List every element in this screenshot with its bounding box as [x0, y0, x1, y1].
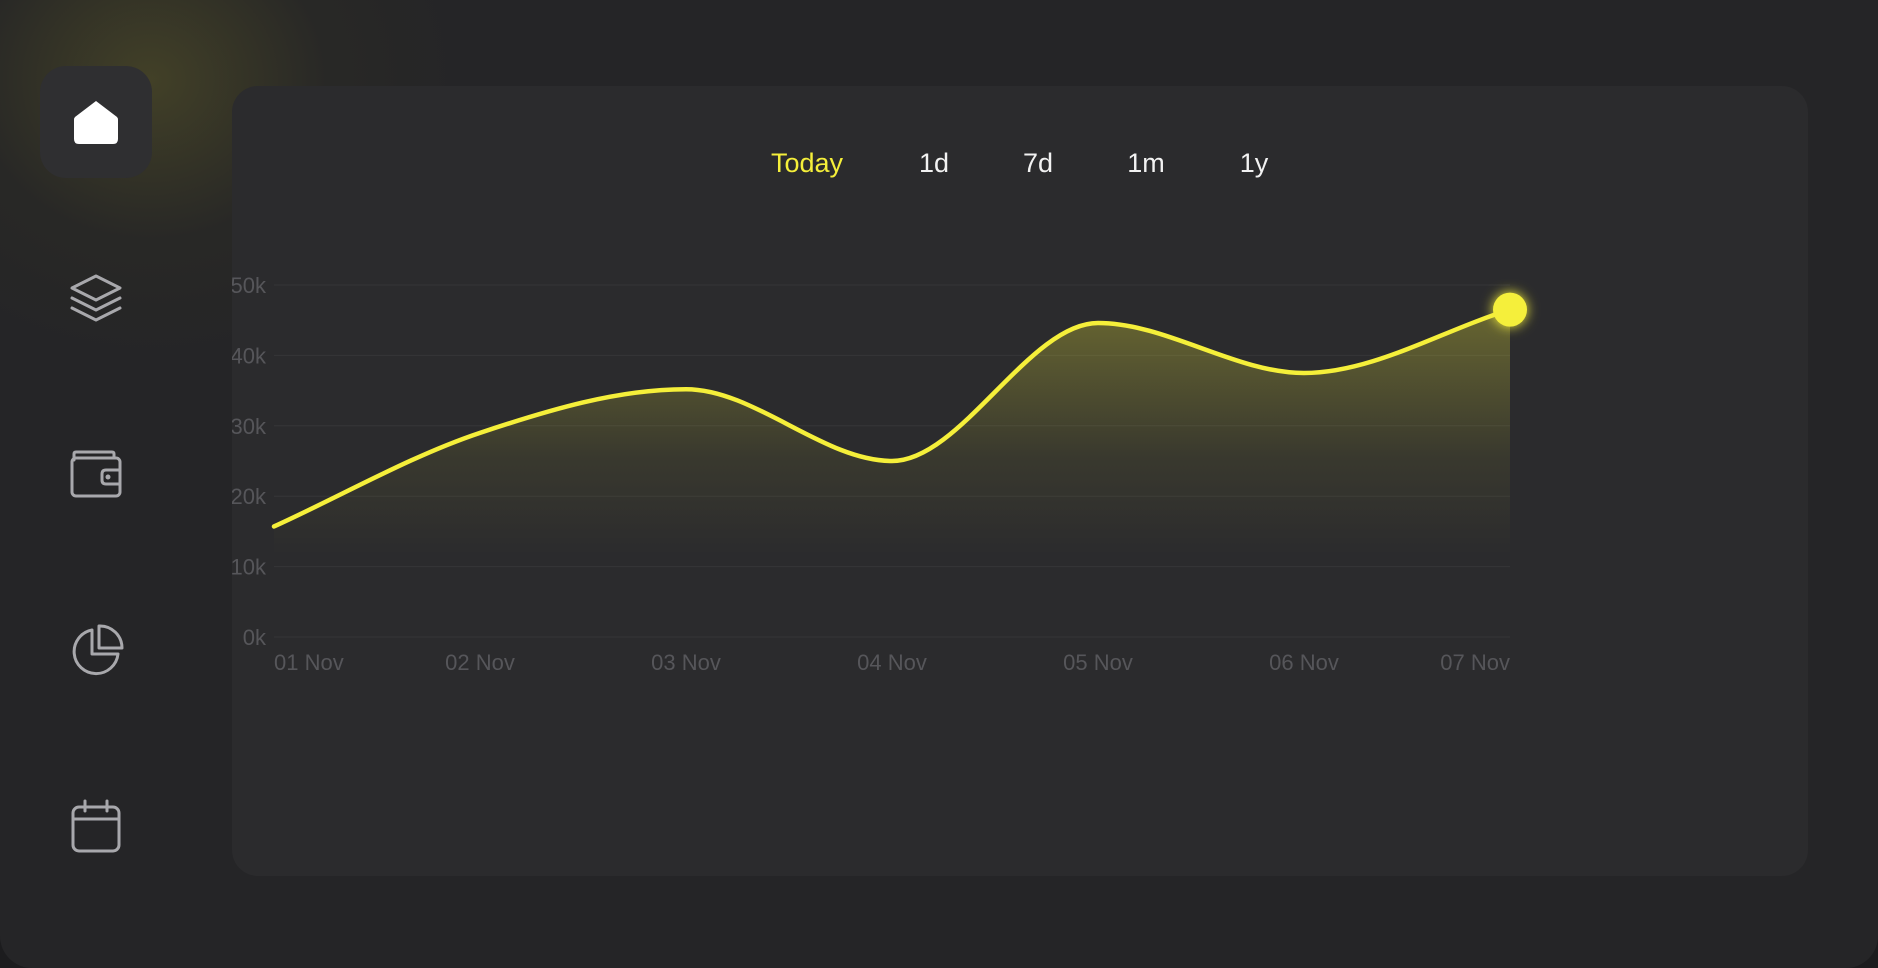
series-line — [271, 307, 1513, 529]
nav-item-home[interactable] — [40, 66, 152, 178]
line-chart: 0k 10k 20k 30k 40k 50k 01 Nov 02 Nov 03 Nov 04 N… — [232, 273, 1527, 675]
y-tick-label: 30k — [232, 414, 267, 439]
x-axis: 01 Nov 02 Nov 03 Nov 04 Nov 05 Nov 06 Nov 07 N… — [274, 650, 1510, 675]
calendar-icon — [71, 799, 121, 853]
tab-1m[interactable]: 1m — [1127, 148, 1165, 178]
layers-icon — [70, 274, 122, 322]
nav-item-analytics[interactable] — [40, 594, 152, 706]
x-tick-label: 04 Nov — [857, 650, 927, 675]
nav-item-wallet[interactable] — [40, 418, 152, 530]
current-value-marker[interactable] — [1493, 292, 1527, 327]
y-tick-label: 10k — [232, 555, 267, 580]
wallet-icon — [70, 450, 122, 498]
nav-item-layers[interactable] — [40, 242, 152, 354]
y-axis: 0k 10k 20k 30k 40k 50k — [232, 273, 267, 650]
y-tick-label: 40k — [232, 343, 267, 368]
series-area — [274, 309, 1510, 637]
tab-1d[interactable]: 1d — [918, 148, 950, 178]
chart-panel: Today 1d 7d 1m 1y 0k 10k 20k 30k 40k 50k 01 N… — [232, 86, 1808, 876]
tab-today[interactable]: Today — [770, 148, 844, 178]
x-tick-label: 05 Nov — [1063, 650, 1133, 675]
data-points — [1493, 292, 1527, 327]
sidebar — [40, 66, 152, 886]
x-tick-label: 02 Nov — [445, 650, 515, 675]
y-tick-label: 20k — [232, 484, 267, 509]
pie-chart-icon — [72, 624, 124, 676]
tab-7d[interactable]: 7d — [1022, 148, 1054, 178]
tab-1y[interactable]: 1y — [1239, 148, 1269, 178]
x-tick-label: 06 Nov — [1269, 650, 1339, 675]
x-tick-label: 03 Nov — [651, 650, 721, 675]
x-tick-label: 01 Nov — [274, 650, 344, 675]
nav-item-calendar[interactable] — [40, 770, 152, 882]
x-tick-label: 07 Nov — [1440, 650, 1510, 675]
home-icon — [74, 101, 118, 144]
y-tick-label: 50k — [232, 273, 267, 298]
y-tick-label: 0k — [243, 625, 267, 650]
time-range-tabs: Today 1d 7d 1m 1y — [232, 138, 1808, 188]
